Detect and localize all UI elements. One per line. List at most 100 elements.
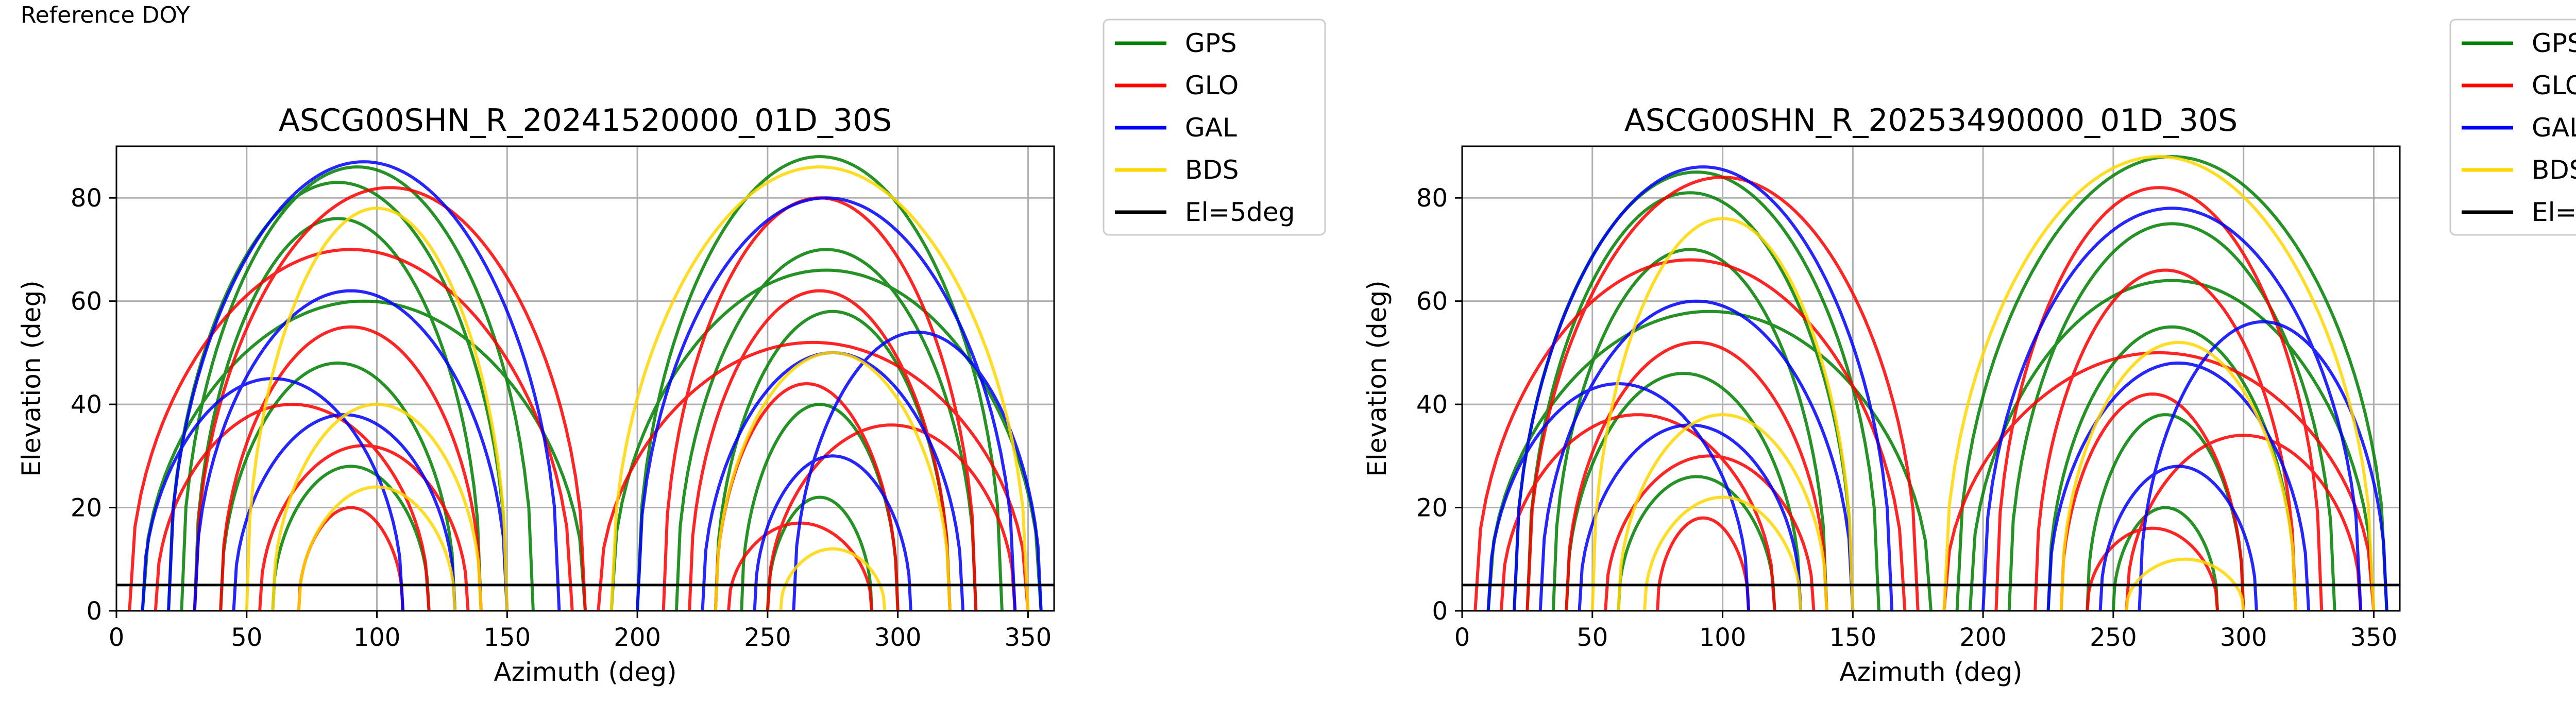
track-glo	[1942, 351, 2376, 611]
x-tick-label: 150	[484, 623, 531, 652]
track-gps	[1551, 248, 1828, 611]
track-bds	[714, 351, 952, 611]
y-tick-label: 60	[71, 287, 102, 316]
y-tick-label: 80	[1416, 184, 1448, 213]
satellite-tracks	[1473, 155, 2388, 611]
legend-item-bds: BDS	[2462, 155, 2576, 185]
x-tick-label: 300	[2220, 623, 2267, 652]
x-tick-label: 0	[1454, 623, 1470, 652]
track-gps	[1565, 371, 1803, 611]
y-tick-label: 60	[1416, 287, 1448, 316]
track-glo	[128, 248, 574, 611]
satellite-tracks	[128, 155, 1043, 611]
series-bds	[245, 165, 1030, 611]
x-tick-label: 150	[1829, 623, 1877, 652]
legend-item-bds: BDS	[1115, 155, 1239, 185]
chart-1: 0 50 100 150 200 250 300 350 0 20 40 60 80 ASCG00SHN_…	[16, 19, 1326, 687]
track-glo	[1526, 176, 1920, 611]
track-glo	[727, 521, 874, 611]
x-tick-label: 50	[231, 623, 262, 652]
x-axis-label: Azimuth (deg)	[494, 657, 676, 687]
grid	[115, 146, 1054, 612]
x-tick-label: 200	[614, 623, 661, 652]
reference-doy-label: Reference DOY	[21, 2, 190, 28]
track-gps	[674, 248, 978, 611]
y-tick-label: 20	[71, 494, 102, 523]
track-gps	[141, 299, 587, 611]
track-glo	[597, 340, 1030, 611]
series-gal	[1486, 165, 2388, 611]
legend-label: GLO	[1185, 71, 1239, 100]
track-gal	[1513, 165, 1894, 611]
legend-box	[2449, 19, 2576, 236]
legend-item-gal: GAL	[1115, 113, 1237, 143]
track-gal	[2138, 320, 2388, 611]
track-gal	[1981, 207, 2363, 611]
track-gal	[636, 196, 1017, 611]
x-tick-label: 0	[109, 623, 125, 652]
track-bds	[1942, 155, 2376, 611]
x-axis-label: Azimuth (deg)	[1839, 657, 2022, 687]
legend-label: GPS	[1185, 28, 1237, 58]
x-tick-label: 350	[1005, 623, 1052, 652]
track-bds	[1590, 217, 1855, 611]
legend-item-el-5deg: El=5deg	[2462, 197, 2576, 227]
track-glo	[1656, 516, 1751, 611]
track-gps	[180, 165, 535, 611]
y-axis-label: Elevation (deg)	[1362, 280, 1392, 476]
track-gps	[1526, 191, 1855, 611]
legend-item-gps: GPS	[2462, 28, 2576, 58]
track-gal	[753, 454, 912, 611]
series-glo	[1473, 176, 2376, 611]
track-bds	[1642, 495, 1803, 611]
legend-item-glo: GLO	[2462, 71, 2576, 100]
series-glo	[128, 186, 1030, 611]
track-gal	[792, 330, 1043, 611]
x-tick-label: 250	[744, 623, 791, 652]
series-gps	[141, 155, 1043, 611]
track-gal	[2098, 465, 2258, 611]
track-bds	[609, 165, 1030, 611]
track-glo	[1499, 413, 1776, 611]
track-gps	[2111, 506, 2219, 611]
x-tick-label: 300	[874, 623, 922, 652]
x-tick-label: 250	[2090, 623, 2137, 652]
track-gps	[714, 310, 952, 611]
track-glo	[297, 506, 405, 611]
track-gps	[1617, 475, 1776, 611]
legend-item-gal: GAL	[2462, 113, 2576, 143]
legend-label: GLO	[2532, 71, 2576, 100]
track-gps	[219, 361, 457, 611]
chart-2: 0 50 100 150 200 250 300 350 0 20 40 60 80 ASCG00SHN_…	[1362, 19, 2576, 687]
legend-label: El=5deg	[1185, 197, 1295, 227]
track-gal	[701, 351, 965, 611]
y-tick-label: 20	[1416, 494, 1448, 523]
x-tick-label: 200	[1959, 623, 2007, 652]
track-bds	[2125, 557, 2245, 611]
legend-label: El=5deg	[2532, 197, 2576, 227]
x-tick-label: 350	[2350, 623, 2398, 652]
series-bds	[1590, 155, 2376, 611]
legend-item-gps: GPS	[1115, 28, 1237, 58]
track-gps	[766, 495, 874, 611]
track-glo	[1994, 186, 2324, 611]
track-glo	[688, 289, 952, 611]
y-axis-label: Elevation (deg)	[16, 280, 46, 476]
track-glo	[1473, 258, 1907, 611]
track-gal	[193, 289, 509, 611]
legend: GPS GLO GAL BDS El=5deg	[1103, 19, 1326, 236]
track-gps	[740, 403, 900, 611]
track-bds	[271, 403, 483, 611]
track-glo	[2125, 434, 2363, 611]
legend-box	[1103, 19, 1326, 236]
track-glo	[219, 325, 483, 611]
track-gps	[271, 465, 431, 611]
y-tick-label: 0	[86, 597, 102, 626]
track-glo	[154, 403, 431, 611]
y-tick-label: 0	[1432, 597, 1448, 626]
track-glo	[2059, 392, 2245, 611]
track-gal	[2046, 361, 2311, 611]
track-bds	[245, 207, 509, 611]
legend-item-el-5deg: El=5deg	[1115, 197, 1295, 227]
